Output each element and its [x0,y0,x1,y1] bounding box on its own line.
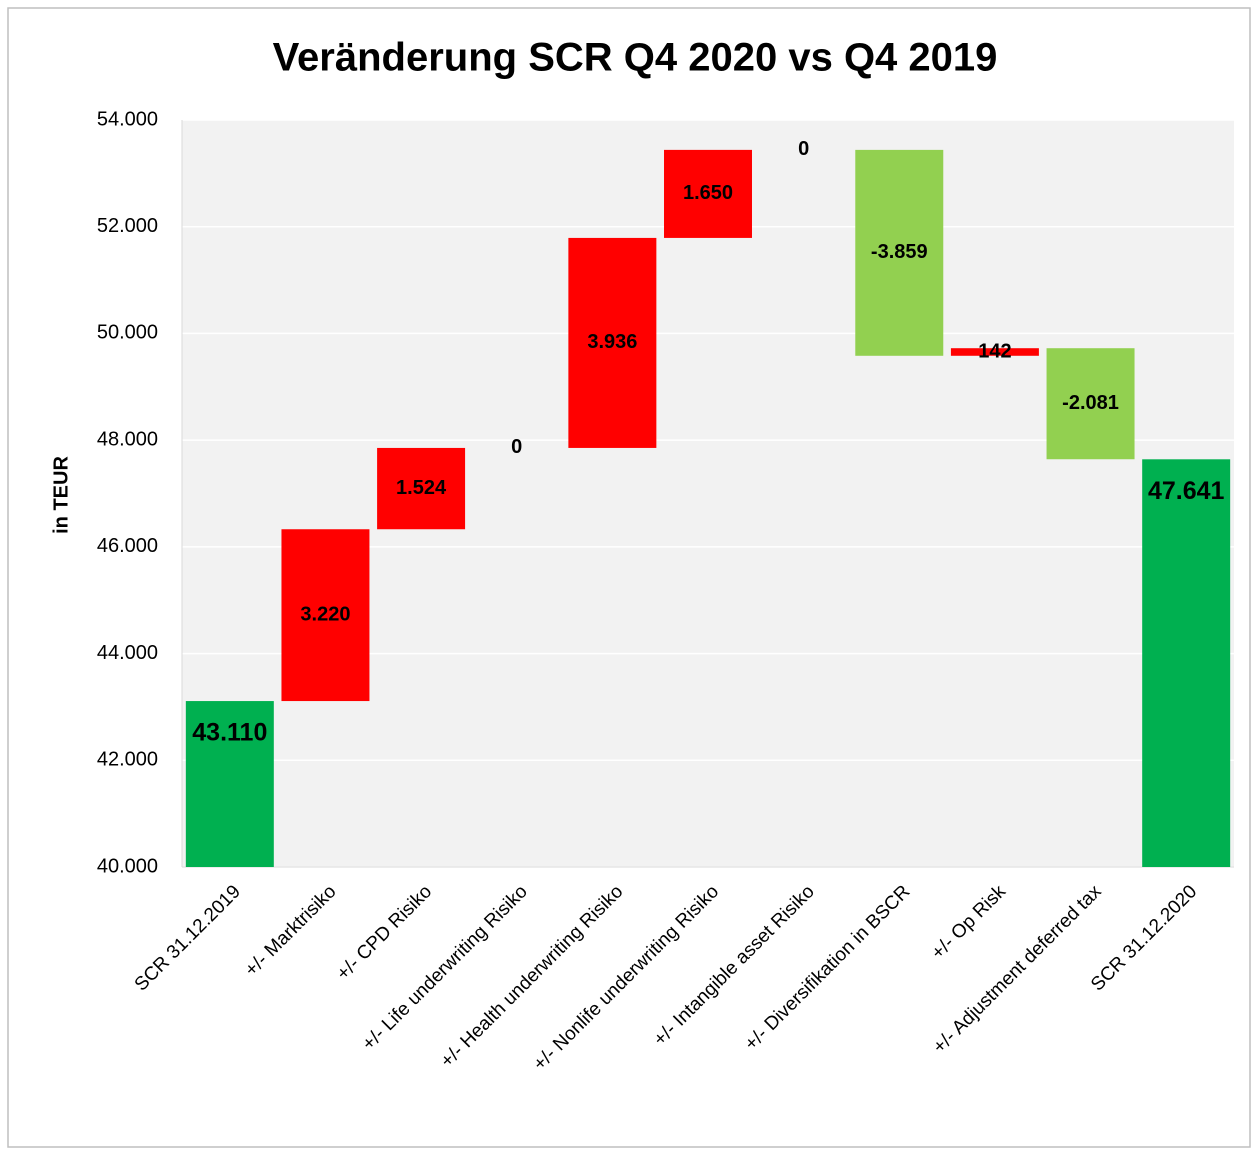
bar [950,348,1039,356]
data-label: 1.650 [683,182,733,204]
y-tick-label: 46.000 [97,535,158,557]
y-tick-label: 54.000 [97,108,158,130]
y-tick-label: 40.000 [97,855,158,877]
y-tick-label: 44.000 [97,642,158,664]
data-label: 3.936 [587,331,637,353]
data-label: 0 [798,138,809,160]
data-label: 43.110 [192,719,267,747]
data-label: -2.081 [1062,392,1119,414]
bar [185,701,274,867]
bar [281,529,370,702]
data-label: 0 [511,436,522,458]
y-tick-label: 48.000 [97,428,158,450]
data-label: 1.524 [396,477,447,499]
y-tick-label: 42.000 [97,749,158,771]
bar [568,237,657,448]
y-axis-label: in TEUR [50,456,72,534]
bar [1046,348,1135,460]
bar [377,447,466,530]
y-tick-label: 52.000 [97,215,158,237]
chart-title: Veränderung SCR Q4 2020 vs Q4 2019 [273,36,998,80]
data-label: 3.220 [300,603,350,625]
data-label: 142 [978,340,1011,362]
plot-area [182,120,1234,867]
bar [1142,459,1231,867]
data-label: 47.641 [1148,477,1225,505]
bar [664,149,752,238]
y-tick-label: 50.000 [97,322,158,344]
bar [855,149,944,356]
data-label: -3.859 [871,241,928,263]
